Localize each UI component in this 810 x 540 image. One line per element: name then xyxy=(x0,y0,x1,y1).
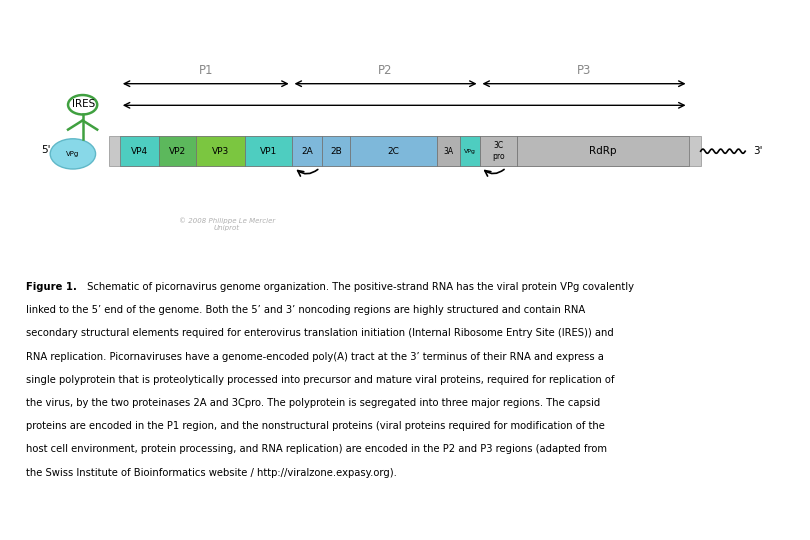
Text: VP2: VP2 xyxy=(168,147,186,156)
FancyBboxPatch shape xyxy=(322,136,350,166)
Text: VP1: VP1 xyxy=(259,147,277,156)
Text: VPg: VPg xyxy=(66,151,79,157)
Text: 2C: 2C xyxy=(388,147,399,156)
Circle shape xyxy=(50,139,96,169)
Text: VPg: VPg xyxy=(464,148,475,154)
Text: host cell environment, protein processing, and RNA replication) are encoded in t: host cell environment, protein processin… xyxy=(26,444,607,455)
FancyBboxPatch shape xyxy=(196,136,245,166)
Text: 5': 5' xyxy=(40,145,50,155)
FancyBboxPatch shape xyxy=(120,136,159,166)
Text: proteins are encoded in the P1 region, and the nonstructural proteins (viral pro: proteins are encoded in the P1 region, a… xyxy=(26,421,605,431)
Text: P2: P2 xyxy=(378,64,393,77)
Text: single polyprotein that is proteolytically processed into precursor and mature v: single polyprotein that is proteolytical… xyxy=(26,375,615,385)
Text: P1: P1 xyxy=(198,64,213,77)
Text: Schematic of picornavirus genome organization. The positive-strand RNA has the v: Schematic of picornavirus genome organiz… xyxy=(84,282,634,292)
FancyBboxPatch shape xyxy=(437,136,460,166)
FancyBboxPatch shape xyxy=(245,136,292,166)
Text: secondary structural elements required for enterovirus translation initiation (I: secondary structural elements required f… xyxy=(26,328,614,339)
Text: the Swiss Institute of Bioinformatics website / http://viralzone.expasy.org).: the Swiss Institute of Bioinformatics we… xyxy=(26,468,397,478)
FancyBboxPatch shape xyxy=(517,136,688,166)
Text: Figure 1.: Figure 1. xyxy=(26,282,77,292)
Text: 3': 3' xyxy=(753,146,763,156)
Text: 3A: 3A xyxy=(444,147,454,156)
Text: linked to the 5’ end of the genome. Both the 5’ and 3’ noncoding regions are hig: linked to the 5’ end of the genome. Both… xyxy=(26,305,585,315)
FancyBboxPatch shape xyxy=(292,136,322,166)
FancyBboxPatch shape xyxy=(460,136,480,166)
Text: 2B: 2B xyxy=(330,147,342,156)
FancyBboxPatch shape xyxy=(480,136,517,166)
Text: RdRp: RdRp xyxy=(589,146,616,156)
Text: the virus, by the two proteinases 2A and 3Cpro. The polyprotein is segregated in: the virus, by the two proteinases 2A and… xyxy=(26,398,600,408)
Text: 2A: 2A xyxy=(301,147,313,156)
Text: VP3: VP3 xyxy=(211,147,229,156)
FancyBboxPatch shape xyxy=(159,136,196,166)
Text: RNA replication. Picornaviruses have a genome-encoded poly(A) tract at the 3’ te: RNA replication. Picornaviruses have a g… xyxy=(26,352,603,362)
FancyBboxPatch shape xyxy=(350,136,437,166)
Text: IRES: IRES xyxy=(72,99,96,109)
FancyBboxPatch shape xyxy=(109,136,701,166)
Text: © 2008 Philippe Le Mercier
Uniprot: © 2008 Philippe Le Mercier Uniprot xyxy=(179,217,275,231)
Text: 3C
pro: 3C pro xyxy=(492,141,505,161)
Text: P3: P3 xyxy=(577,64,591,77)
Text: VP4: VP4 xyxy=(130,147,148,156)
